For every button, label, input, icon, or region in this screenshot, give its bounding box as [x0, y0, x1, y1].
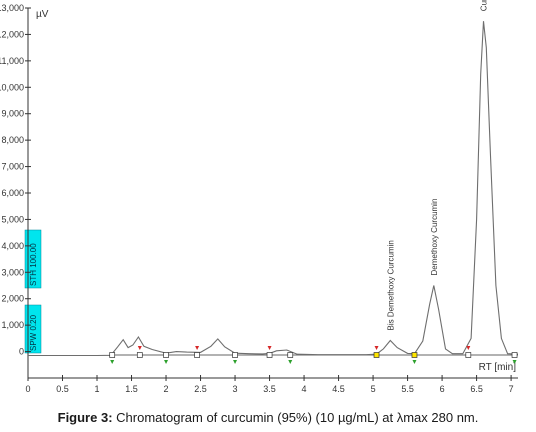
- y-tick-label: 5,000: [1, 214, 24, 224]
- x-tick-label: 1: [95, 384, 100, 394]
- y-tick-label: 13,000: [0, 3, 24, 13]
- x-tick-label: 3.5: [263, 384, 276, 394]
- x-tick-label: 5.5: [401, 384, 414, 394]
- marker-tick-red: [137, 346, 142, 351]
- x-tick-label: 5: [371, 384, 376, 394]
- y-tick-label: 3,000: [1, 267, 24, 277]
- y-tick-label: 11,000: [0, 56, 24, 66]
- x-tick-label: 0: [25, 384, 30, 394]
- marker-tick-green: [512, 360, 517, 365]
- integration-marker: [194, 352, 200, 358]
- y-tick-label: 4,000: [1, 241, 24, 251]
- integration-marker: [511, 352, 518, 358]
- x-tick-label: 0.5: [56, 384, 69, 394]
- integration-marker: [163, 352, 169, 358]
- y-tick-group: 0 1,000 2,000 3,000 4,000 5,000 6,000 7,000 8,00…: [0, 3, 31, 357]
- x-tick-label: 4.5: [332, 384, 345, 394]
- sth-label: STH 100.00: [29, 243, 38, 286]
- y-tick-label: 12,000: [0, 29, 24, 39]
- x-tick-label: 3: [233, 384, 238, 394]
- sth-box: [24, 229, 42, 289]
- marker-tick-green: [110, 360, 115, 365]
- spw-box: [24, 304, 42, 354]
- integration-marker: [287, 352, 294, 358]
- chromatogram-trace: [28, 21, 519, 357]
- x-tick-label: 1.5: [125, 384, 138, 394]
- integration-marker: [232, 352, 238, 358]
- y-tick-label: 6,000: [1, 188, 24, 198]
- y-tick-label: 10,000: [0, 82, 24, 92]
- y-tick-label: 8,000: [1, 135, 24, 145]
- marker-tick-green: [233, 360, 238, 365]
- x-tick-label: 7: [509, 384, 514, 394]
- y-tick-label: 9,000: [1, 109, 24, 119]
- y-tick-label: 1,000: [1, 320, 24, 330]
- integration-marker: [411, 352, 418, 358]
- caption-text: Chromatogram of curcumin (95%) (10 µg/mL…: [112, 410, 479, 425]
- y-tick-label: 0: [19, 347, 24, 357]
- chromatogram-chart: STH 100.00 SPW 0.20 0 1,000 2,000 3,000 4,00…: [0, 0, 519, 394]
- peak-annotation: Demethoxy Curcumin: [430, 199, 439, 276]
- peak-annotations: Bis Demethoxy Curcumin Demethoxy Curcumin…: [386, 0, 488, 330]
- x-tick-label: 2: [164, 384, 169, 394]
- marker-tick-red: [267, 346, 272, 351]
- x-tick-group: 0 0.5 1 1.5 2 2.5 3 3.5 4 4.5 5 5.5 6 6.5 7: [25, 375, 514, 394]
- marker-tick-green: [288, 360, 293, 365]
- integration-marker: [266, 352, 273, 358]
- peak-annotation: Curcumin: [479, 0, 488, 11]
- x-unit-label: RT [min]: [479, 362, 517, 373]
- caption-label: Figure 3:: [57, 410, 113, 425]
- marker-tick-red: [374, 346, 379, 351]
- y-tick-label: 7,000: [1, 162, 24, 172]
- y-tick-label: 2,000: [1, 294, 24, 304]
- integration-marker: [136, 352, 143, 358]
- x-tick-label: 4: [302, 384, 307, 394]
- integration-marker: [373, 352, 380, 358]
- y-unit-label: µV: [36, 9, 49, 20]
- x-tick-label: 2.5: [194, 384, 207, 394]
- integration-markers: [109, 346, 518, 365]
- x-tick-label: 6: [440, 384, 445, 394]
- integration-marker: [109, 352, 116, 358]
- marker-tick-red: [466, 346, 471, 351]
- spw-label: SPW 0.20: [29, 314, 38, 351]
- side-labels: STH 100.00 SPW 0.20: [24, 229, 42, 354]
- marker-tick-green: [412, 360, 417, 365]
- peak-annotation: Bis Demethoxy Curcumin: [386, 240, 395, 330]
- x-tick-label: 6.5: [470, 384, 483, 394]
- integration-marker: [465, 352, 472, 358]
- figure-caption: Figure 3: Chromatogram of curcumin (95%)…: [0, 410, 536, 425]
- marker-tick-red: [195, 346, 200, 351]
- marker-tick-green: [164, 360, 169, 365]
